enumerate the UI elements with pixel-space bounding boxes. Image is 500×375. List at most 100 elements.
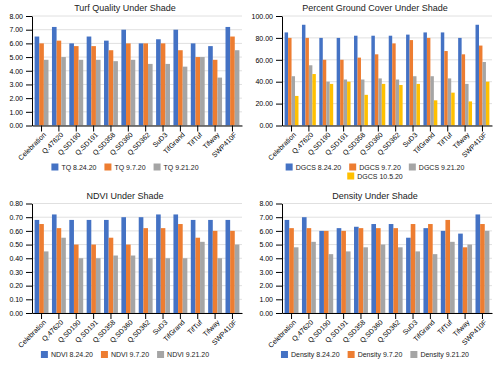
tick-label: 8.00 bbox=[259, 200, 273, 207]
tick: SWP410F bbox=[461, 313, 489, 346]
legend-swatch bbox=[51, 164, 58, 171]
legend-label: Density 8.24.20 bbox=[291, 351, 340, 359]
grid-line bbox=[32, 16, 242, 17]
bar bbox=[406, 35, 409, 126]
tick-label: SWP410F bbox=[211, 131, 239, 159]
bar bbox=[307, 228, 312, 313]
bar bbox=[376, 228, 381, 313]
bar bbox=[344, 80, 347, 126]
bar bbox=[319, 38, 322, 126]
tick-label: SWP410F bbox=[461, 319, 489, 347]
legend-item: DGCS 8.24.20 bbox=[286, 164, 342, 171]
tick-mark bbox=[276, 126, 282, 127]
tick-label: 0.70 bbox=[9, 214, 23, 221]
bar bbox=[61, 57, 66, 125]
bar bbox=[363, 247, 368, 313]
x-axis: CelebrationQ.47620Q.SD190Q.SD191Q.SD358Q… bbox=[17, 313, 243, 349]
bar bbox=[323, 60, 326, 126]
tick: 2.00 bbox=[9, 95, 32, 102]
bar bbox=[156, 39, 161, 125]
axis-line bbox=[32, 204, 33, 314]
bar bbox=[113, 61, 118, 125]
bar bbox=[74, 46, 79, 125]
tick: 60.00 bbox=[255, 57, 282, 64]
bar bbox=[428, 224, 433, 313]
tick-label: 4.00 bbox=[259, 255, 273, 262]
tick-mark bbox=[26, 286, 32, 287]
bar bbox=[451, 93, 454, 126]
bar bbox=[69, 43, 74, 125]
tick: 0.80 bbox=[9, 200, 32, 207]
x-axis: CelebrationQ.47620Q.SD190Q.SD191Q.SD358Q… bbox=[17, 126, 243, 162]
bar bbox=[359, 228, 364, 313]
grid-line bbox=[32, 43, 242, 44]
bar bbox=[389, 36, 392, 126]
plot: 0.000.100.200.300.400.500.600.700.80Cele… bbox=[9, 200, 242, 349]
legend-label: Density 9.7.20 bbox=[358, 351, 403, 359]
tick: 3.00 bbox=[259, 269, 282, 276]
grid-line bbox=[32, 217, 242, 218]
bar-series bbox=[39, 37, 235, 126]
tick-label: 4.00 bbox=[9, 67, 23, 74]
tick-label: 20.00 bbox=[255, 100, 273, 107]
legend: Density 8.24.20 Density 9.7.20 Density 9.2… bbox=[281, 351, 469, 359]
tick-label: 0.40 bbox=[9, 255, 23, 262]
bar bbox=[312, 74, 315, 125]
tick: SWP410F bbox=[211, 126, 239, 159]
bar bbox=[341, 231, 346, 313]
bar bbox=[396, 80, 399, 126]
bar bbox=[74, 245, 79, 313]
bar bbox=[288, 38, 291, 126]
tick: TifGrand bbox=[412, 126, 436, 156]
bar bbox=[441, 32, 444, 125]
tick: 5.00 bbox=[259, 241, 282, 248]
axis-line bbox=[33, 313, 243, 314]
tick-label: Q.SD362 bbox=[376, 131, 402, 157]
tick-mark bbox=[26, 313, 32, 314]
tick-mark bbox=[26, 126, 32, 127]
bar bbox=[148, 258, 153, 313]
bar bbox=[465, 84, 468, 126]
bar bbox=[109, 238, 114, 313]
bar bbox=[337, 38, 340, 126]
tick-label: 0.50 bbox=[9, 241, 23, 248]
tick-mark bbox=[26, 217, 32, 218]
bar bbox=[44, 251, 49, 313]
bar bbox=[427, 38, 430, 126]
tick-label: 80.00 bbox=[255, 35, 273, 42]
bar bbox=[423, 228, 428, 313]
tick-mark bbox=[26, 245, 32, 246]
bar bbox=[39, 43, 44, 125]
tick-label: 7.00 bbox=[259, 214, 273, 221]
bar bbox=[217, 258, 222, 313]
bars bbox=[285, 25, 490, 126]
bar bbox=[479, 46, 482, 126]
bar bbox=[326, 82, 329, 126]
bar bbox=[139, 43, 144, 125]
tick: 0.40 bbox=[9, 255, 32, 262]
tick: 7.00 bbox=[9, 26, 32, 33]
tick-label: 8.00 bbox=[9, 13, 23, 20]
axis-line bbox=[282, 17, 283, 127]
x-axis: CelebrationQ.47620Q.SD190Q.SD191Q.SD358Q… bbox=[267, 126, 493, 162]
bar bbox=[423, 32, 426, 125]
title: Turf Quality Under Shade bbox=[74, 3, 176, 13]
legend-label: TQ 9.7.20 bbox=[114, 164, 145, 172]
bar bbox=[139, 217, 144, 313]
legend-item: TQ 9.21.20 bbox=[154, 164, 199, 172]
legend-swatch bbox=[101, 351, 108, 358]
bar bbox=[52, 214, 57, 313]
grid bbox=[282, 16, 492, 126]
tick: Celebration bbox=[17, 126, 47, 162]
y-axis: 0.001.002.003.004.005.006.007.008.00 bbox=[259, 200, 282, 316]
bar bbox=[230, 37, 235, 126]
bar bbox=[375, 54, 378, 125]
legend-label: Density 9.21.20 bbox=[420, 351, 469, 359]
tick-mark bbox=[276, 82, 282, 83]
tick: 80.00 bbox=[255, 35, 282, 42]
bar bbox=[340, 60, 343, 126]
bar bbox=[178, 50, 183, 125]
tick-label: 2.00 bbox=[259, 282, 273, 289]
bar bbox=[295, 96, 298, 126]
tick: SWP410F bbox=[461, 126, 489, 159]
